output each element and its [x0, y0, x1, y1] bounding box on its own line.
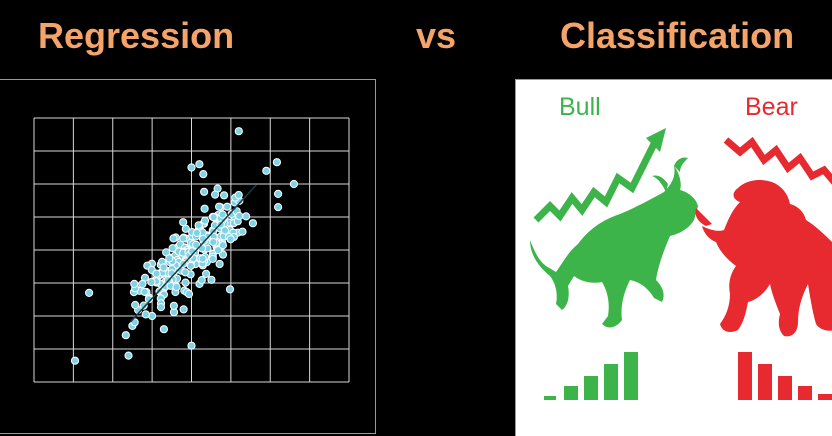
- bear-label: Bear: [745, 93, 798, 121]
- scatter-point: [159, 263, 168, 272]
- scatter-point: [187, 341, 196, 350]
- bull-trend-arrow-icon: [533, 128, 666, 223]
- scatter-point: [274, 203, 283, 212]
- regression-panel: [0, 79, 376, 434]
- scatter-point: [289, 179, 298, 189]
- scatter-point: [211, 190, 220, 199]
- scatter-point: [152, 269, 161, 278]
- bear-trend-arrow-icon: [723, 136, 832, 185]
- scatter-point: [141, 310, 150, 319]
- scatter-point: [200, 204, 209, 213]
- classification-panel: Bull Bear: [515, 79, 832, 436]
- scatter-point: [234, 127, 243, 136]
- scatter-point: [184, 289, 194, 299]
- scatter-point: [192, 228, 201, 237]
- scatter-points: [70, 127, 298, 365]
- scatter-point: [225, 285, 235, 294]
- scatter-point: [197, 276, 206, 285]
- scatter-point: [215, 202, 224, 211]
- bull-label: Bull: [559, 93, 601, 121]
- scatter-point: [168, 244, 177, 253]
- scatter-point: [187, 163, 196, 172]
- bear-icon: [695, 180, 832, 337]
- scatter-point: [248, 219, 257, 228]
- scatter-point: [223, 202, 232, 211]
- bull-rising-bars-icon: [544, 352, 638, 400]
- scatter-point: [220, 226, 230, 235]
- scatter-point: [199, 170, 208, 179]
- scatter-point: [181, 278, 190, 287]
- scatter-point: [234, 190, 243, 200]
- scatter-point: [195, 160, 204, 169]
- scatter-point: [218, 210, 227, 219]
- scatter-point: [121, 331, 130, 340]
- scatter-point: [215, 259, 224, 269]
- scatter-point: [140, 287, 149, 296]
- bull-vs-bear-illustration: [530, 128, 832, 400]
- scatter-point: [131, 300, 140, 310]
- scatter-point: [181, 268, 190, 277]
- scatter-point: [200, 216, 210, 225]
- scatter-point: [220, 191, 229, 200]
- scatter-point: [226, 235, 235, 244]
- scatter-point: [209, 213, 218, 222]
- scatter-point: [238, 227, 247, 236]
- scatter-point: [202, 269, 211, 278]
- scatter-point: [179, 305, 188, 314]
- scatter-point: [159, 325, 168, 334]
- scatter-point: [124, 351, 133, 360]
- scatter-point: [207, 275, 216, 284]
- scatter-point: [213, 246, 223, 255]
- scatter-point: [156, 303, 166, 312]
- scatter-point: [218, 241, 227, 250]
- scatter-point: [272, 158, 281, 167]
- scatter-point: [274, 189, 283, 199]
- scatter-point: [194, 221, 203, 230]
- scatter-point: [209, 238, 218, 247]
- scatter-point: [186, 261, 195, 270]
- scatter-point: [179, 218, 188, 227]
- scatter-point: [172, 282, 181, 292]
- scatter-point: [139, 301, 148, 310]
- classification-heading: Classification: [560, 15, 795, 56]
- scatter-point: [169, 234, 178, 243]
- scatter-point: [218, 250, 228, 259]
- scatter-point: [262, 166, 271, 175]
- scatter-point: [198, 234, 208, 243]
- scatter-point: [198, 254, 207, 263]
- scatter-point: [208, 254, 217, 263]
- scatter-point: [200, 187, 209, 196]
- scatter-point: [235, 211, 244, 221]
- scatter-point: [147, 277, 156, 287]
- scatter-point: [138, 279, 147, 289]
- vs-heading: vs: [416, 15, 457, 56]
- regression-scatter-chart: [33, 117, 350, 383]
- scatter-point: [85, 288, 94, 297]
- trend-line: [129, 184, 258, 323]
- scatter-point: [130, 279, 139, 288]
- scatter-point: [70, 356, 80, 365]
- bear-falling-bars-icon: [738, 352, 832, 400]
- scatter-point: [169, 301, 178, 310]
- scatter-point: [242, 212, 251, 221]
- regression-heading: Regression: [38, 15, 235, 56]
- bull-icon: [530, 157, 698, 328]
- scatter-point: [179, 234, 188, 243]
- scatter-point: [165, 254, 174, 263]
